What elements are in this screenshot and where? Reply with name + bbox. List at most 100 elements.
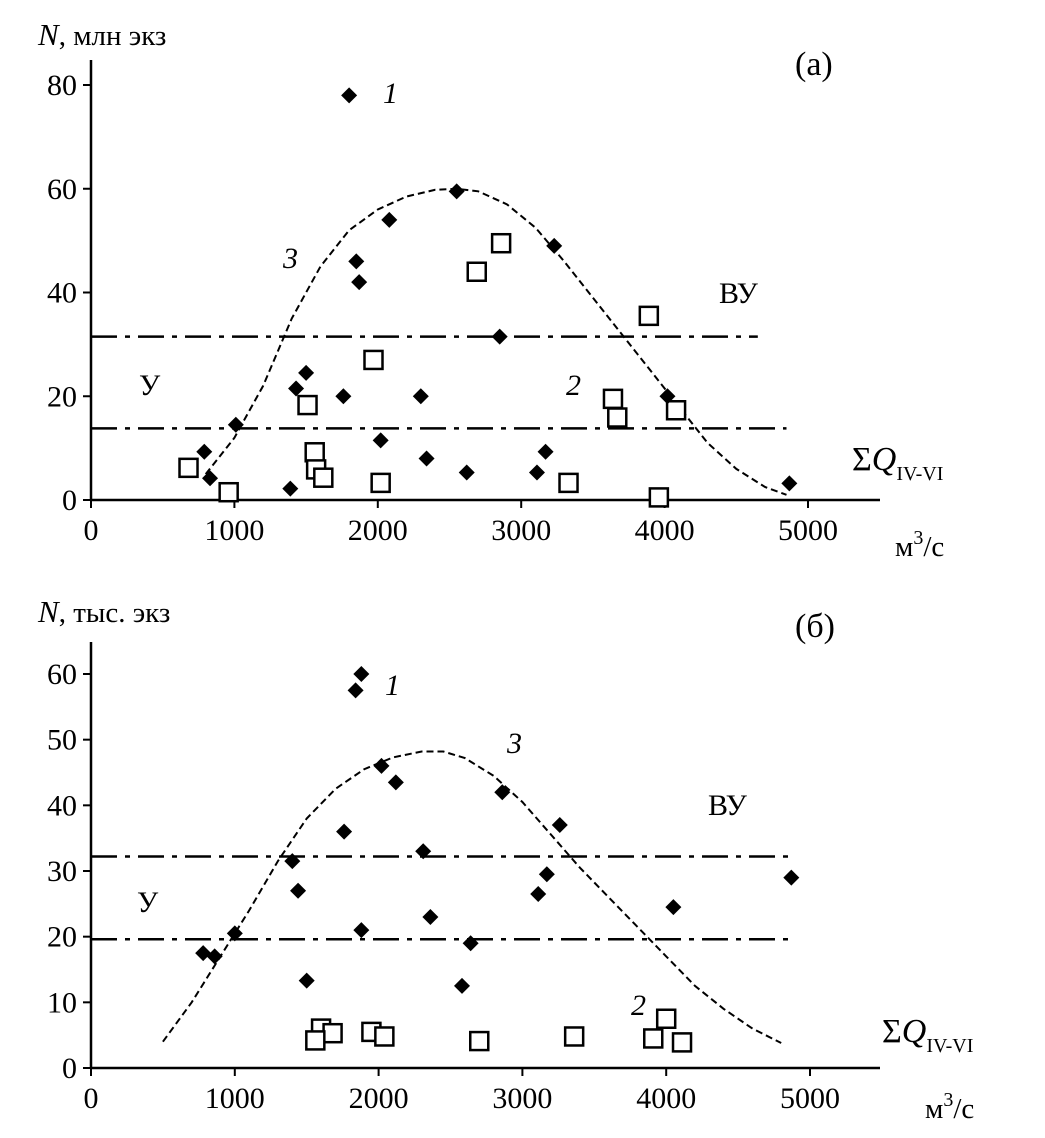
- series-1-point: [373, 757, 390, 774]
- x-tick-label: 4000: [635, 514, 695, 547]
- series-1-point: [528, 464, 545, 481]
- series-1-point: [448, 183, 465, 200]
- series-2-point: [655, 1008, 677, 1029]
- y-tick-label: 20: [47, 921, 77, 954]
- series-1-point: [336, 823, 353, 840]
- series-2-point: [466, 261, 487, 282]
- series-1-point: [372, 432, 389, 449]
- series-2-point: [313, 467, 334, 488]
- y-tick-label: 0: [62, 1052, 77, 1085]
- series-1-point: [226, 925, 243, 942]
- series-1-point: [353, 922, 370, 939]
- y-tick-label: 10: [47, 986, 77, 1019]
- panel-a-series-2-label: 2: [566, 369, 581, 402]
- series-1-point: [284, 853, 301, 870]
- series-1-point: [202, 470, 219, 487]
- panel-b-ylabel: N, тыс. экз: [37, 594, 170, 629]
- y-tick-label: 60: [47, 173, 77, 206]
- panel-a-y-ticks: 0 20 40 60 80: [47, 69, 91, 517]
- panel-b-series-3-curve: [162, 750, 782, 1044]
- panel-b-vu-label: ВУ: [708, 789, 748, 822]
- panel-b-threshold-lines: [91, 855, 789, 941]
- y-tick-label: 30: [47, 855, 77, 888]
- y-tick-label: 50: [47, 724, 77, 757]
- x-tick-label: 5000: [780, 1082, 840, 1115]
- y-tick-label: 60: [47, 658, 77, 691]
- series-2-point: [558, 472, 579, 494]
- x-tick-label: 4000: [636, 1082, 696, 1115]
- series-2-point: [178, 457, 199, 479]
- panel-a-series-3-label: 3: [282, 242, 298, 275]
- series-1-point: [196, 443, 213, 460]
- y-tick-label: 20: [47, 380, 77, 413]
- series-2-point: [671, 1032, 693, 1053]
- series-1-point: [422, 908, 439, 925]
- series-2-point: [602, 388, 624, 410]
- series-1-point: [783, 869, 800, 886]
- panel-a-u-label: У: [139, 369, 161, 402]
- panel-b-sumq-label: ΣQIV-VI: [882, 1013, 973, 1057]
- series-2-point: [643, 1028, 664, 1049]
- panel-a-sumq-label: ΣQIV-VI: [852, 441, 943, 485]
- series-1-point: [454, 977, 471, 994]
- series-1-point: [206, 948, 223, 965]
- series-2-point: [363, 349, 384, 371]
- panel-b-x-ticks: 0 1000 2000 3000 4000 5000: [84, 1068, 840, 1115]
- series-1-point: [551, 817, 568, 834]
- series-1-point: [530, 885, 547, 902]
- series-1-point: [353, 666, 370, 682]
- panel-b-u-label: У: [137, 886, 159, 919]
- series-1-point: [665, 899, 682, 916]
- series-1-point: [282, 480, 299, 497]
- panel-a: N, млн экз (a) 0 1000 2000 3000 4000 5000 020…: [37, 17, 944, 563]
- series-2-point: [305, 1030, 326, 1051]
- series-1-point: [537, 443, 554, 460]
- series-1-point: [351, 274, 368, 291]
- series-2-point: [304, 442, 325, 463]
- panel-a-ylabel: N, млн экз: [37, 17, 166, 52]
- panel-a-series-1: [196, 87, 798, 497]
- series-2-point: [374, 1026, 395, 1047]
- series-2-point: [490, 232, 512, 254]
- series-1-point: [538, 866, 555, 883]
- series-1-point: [195, 945, 212, 962]
- series-2-point: [563, 1026, 585, 1047]
- series-1-point: [546, 237, 563, 254]
- x-tick-label: 0: [84, 514, 99, 547]
- series-2-point: [648, 487, 670, 508]
- panel-b-label: (б): [795, 608, 835, 645]
- panel-a-label: (a): [795, 46, 833, 83]
- series-1-point: [458, 464, 475, 481]
- series-1-point: [288, 380, 305, 397]
- panel-b-series-2-label: 2: [631, 989, 646, 1022]
- series-1-point: [335, 388, 352, 405]
- series-1-point: [298, 972, 315, 989]
- x-tick-label: 2000: [348, 514, 408, 547]
- y-tick-label: 80: [47, 69, 77, 102]
- x-tick-label: 3000: [491, 514, 551, 547]
- series-1-point: [298, 364, 315, 381]
- series-2-point: [218, 481, 239, 503]
- x-tick-label: 3000: [492, 1082, 552, 1115]
- series-1-point: [381, 211, 398, 228]
- series-1-point: [227, 416, 244, 433]
- series-1-point: [290, 882, 307, 899]
- x-tick-label: 5000: [778, 514, 838, 547]
- series-1-point: [348, 253, 365, 270]
- x-tick-label: 2000: [349, 1082, 409, 1115]
- series-1-point: [418, 450, 435, 467]
- panel-b-y-ticks: 0 10 20 30 40 50 60: [47, 658, 91, 1085]
- series-2-point: [638, 305, 660, 327]
- panel-a-x-ticks: 0 1000 2000 3000 4000 5000: [84, 500, 838, 547]
- panel-b: N, тыс. экз (б) 0 1000 2000 3000 4000 5000 0 1…: [37, 594, 974, 1125]
- panel-a-xlabel: м3/с: [895, 527, 944, 563]
- series-2-point: [297, 394, 318, 416]
- y-tick-label: 0: [62, 484, 77, 517]
- series-1-point: [491, 328, 508, 345]
- panel-b-series-1: [195, 666, 800, 994]
- y-tick-label: 40: [47, 277, 77, 310]
- x-tick-label: 0: [84, 1082, 99, 1115]
- panel-a-vu-label: ВУ: [719, 277, 759, 310]
- series-1-point: [347, 682, 364, 699]
